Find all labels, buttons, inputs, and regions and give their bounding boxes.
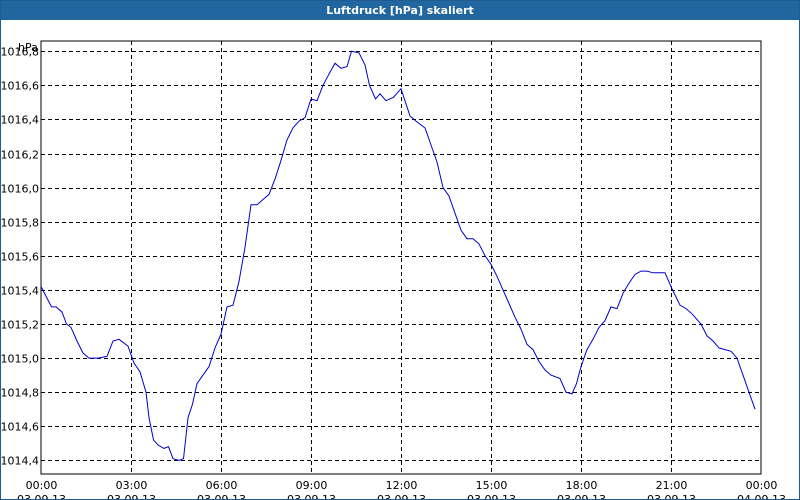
x-tick-time: 18:00 — [566, 479, 598, 492]
chart-title: Luftdruck [hPa] skaliert — [1, 1, 799, 20]
x-tick-date: 03.09.13 — [17, 493, 66, 499]
x-tick-time: 09:00 — [296, 479, 328, 492]
x-tick-date: 03.09.13 — [647, 493, 696, 499]
x-tick-date: 03.09.13 — [107, 493, 156, 499]
y-tick-label: 1014,8 — [1, 387, 39, 400]
y-tick-label: 1015,8 — [1, 217, 39, 230]
y-tick-label: 1016,4 — [1, 114, 39, 127]
x-tick-date: 03.09.13 — [287, 493, 336, 499]
line-chart: hPa 1014,4 1014,6 1014,8 1015,0 1015,2 1015,4… — [1, 40, 786, 499]
x-tick-date: 03.09.13 — [197, 493, 246, 499]
y-tick-label: 1015,0 — [1, 353, 39, 366]
x-tick-date: 03.09.13 — [377, 493, 426, 499]
x-tick-time: 00:00 — [746, 479, 778, 492]
y-axis-label: hPa — [18, 41, 38, 54]
x-tick-date: 03.09.13 — [467, 493, 516, 499]
plot-area-border — [40, 40, 762, 475]
y-tick-label: 1016,6 — [1, 80, 39, 93]
x-tick-time: 00:00 — [26, 479, 58, 492]
y-tick-labels: 1014,4 1014,6 1014,8 1015,0 1015,2 1015,4 1015… — [1, 46, 39, 468]
y-tick-label: 1016,0 — [1, 183, 39, 196]
x-tick-date: 03.09.13 — [557, 493, 606, 499]
y-tick-label: 1014,6 — [1, 421, 39, 434]
x-tick-time: 06:00 — [206, 479, 238, 492]
x-tick-time: 21:00 — [656, 479, 688, 492]
x-tick-time: 12:00 — [386, 479, 418, 492]
y-tick-label: 1014,4 — [1, 455, 39, 468]
x-tick-time: 15:00 — [476, 479, 508, 492]
y-tick-label: 1015,2 — [1, 319, 39, 332]
y-tick-label: 1015,6 — [1, 251, 39, 264]
pressure-series-line — [40, 50, 756, 461]
x-tick-time: 03:00 — [116, 479, 148, 492]
x-gridlines — [131, 41, 672, 474]
y-tick-label: 1016,2 — [1, 149, 39, 162]
y-tick-label: 1016,8 — [1, 46, 39, 59]
x-tick-date: 04.09.13 — [737, 493, 786, 499]
x-tick-labels: 00:0003.09.1303:0003.09.1306:0003.09.130… — [17, 479, 786, 499]
y-tick-label: 1015,4 — [1, 285, 39, 298]
